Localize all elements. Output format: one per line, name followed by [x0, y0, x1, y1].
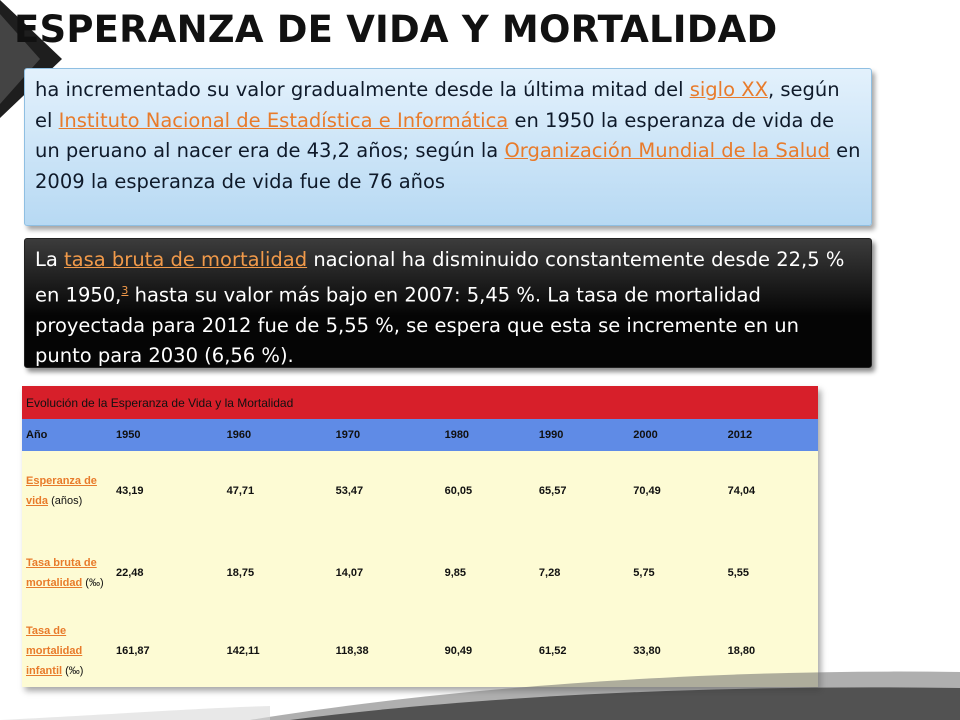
- table-row: Tasa de mortalidad infantil (‰) 161,87 1…: [22, 615, 818, 687]
- table-cell: 18,75: [222, 531, 332, 615]
- table-cell: 14,07: [331, 531, 441, 615]
- table-cell: 22,48: [112, 531, 223, 615]
- life-expectancy-paragraph: ha incrementado su valor gradualmente de…: [24, 68, 872, 226]
- table-cell: 118,38: [331, 615, 441, 687]
- header-cell: Año: [22, 419, 112, 451]
- table-cell: 47,71: [222, 451, 332, 531]
- mortality-paragraph: La tasa bruta de mortalidad nacional ha …: [24, 238, 872, 368]
- table-cell: 61,52: [534, 615, 630, 687]
- link-tasa-bruta-de-mortalidad[interactable]: Tasa bruta de mortalidad: [26, 557, 97, 589]
- table-row: Esperanza de vida (años) 43,19 47,71 53,…: [22, 451, 818, 531]
- table-cell: 5,55: [723, 531, 818, 615]
- header-cell: 1970: [331, 419, 441, 451]
- paragraph-text: en 2009 la esperanza de vida fue de 76 a…: [35, 139, 861, 193]
- table-caption: Evolución de la Esperanza de Vida y la M…: [22, 386, 818, 419]
- link-tasa-mortalidad-infantil[interactable]: Tasa de mortalidad infantil: [26, 625, 83, 677]
- row-label: Tasa bruta de mortalidad (‰): [22, 531, 112, 615]
- table-cell: 70,49: [629, 451, 724, 531]
- table-header-row: Año 1950 1960 1970 1980 1990 2000 2012: [22, 419, 818, 451]
- header-cell: 2012: [723, 419, 818, 451]
- corner-arrow-decoration: [0, 0, 62, 118]
- table-cell: 7,28: [534, 531, 630, 615]
- paragraph-text: nacional ha disminuido constantemente de…: [35, 248, 845, 306]
- page-title: ESPERANZA DE VIDA Y MORTALIDAD: [14, 8, 778, 51]
- table-cell: 161,87: [112, 615, 223, 687]
- paragraph-text: ha incrementado su valor gradualmente de…: [35, 78, 690, 101]
- row-unit: (‰): [82, 577, 104, 589]
- table-cell: 90,49: [440, 615, 535, 687]
- header-cell: 1950: [112, 419, 223, 451]
- link-siglo-xx[interactable]: siglo XX: [689, 78, 768, 101]
- link-oms[interactable]: Organización Mundial de la Salud: [504, 139, 830, 162]
- table-row: Tasa bruta de mortalidad (‰) 22,48 18,75…: [22, 531, 818, 615]
- paragraph-text: , según el: [35, 78, 840, 132]
- link-tasa-bruta-mortalidad[interactable]: tasa bruta de mortalidad: [64, 248, 308, 271]
- reference-link[interactable]: 3: [121, 283, 129, 297]
- table-cell: 60,05: [440, 451, 535, 531]
- row-label: Tasa de mortalidad infantil (‰): [22, 615, 112, 687]
- row-label: Esperanza de vida (años): [22, 451, 112, 531]
- table-cell: 142,11: [222, 615, 332, 687]
- table-cell: 53,47: [331, 451, 441, 531]
- paragraph-text: hasta su valor más bajo en 2007: 5,45 %.…: [35, 283, 799, 367]
- table-cell: 9,85: [440, 531, 535, 615]
- paragraph-text: La: [35, 248, 65, 271]
- header-cell: 2000: [629, 419, 724, 451]
- paragraph-text: en 1950 la esperanza de vida de un perua…: [35, 108, 835, 163]
- table-caption-row: Evolución de la Esperanza de Vida y la M…: [22, 386, 818, 419]
- table-cell: 74,04: [723, 451, 818, 531]
- table-cell: 65,57: [534, 451, 630, 531]
- link-inei[interactable]: Instituto Nacional de Estadística e Info…: [58, 108, 509, 132]
- bottom-swoosh-decoration: [0, 671, 960, 720]
- table-cell: 5,75: [629, 531, 724, 615]
- row-unit: (años): [48, 495, 83, 507]
- link-esperanza-de-vida[interactable]: Esperanza de vida: [26, 475, 97, 507]
- table-cell: 43,19: [112, 451, 223, 531]
- header-cell: 1990: [534, 419, 630, 451]
- header-cell: 1960: [222, 419, 332, 451]
- row-unit: (‰): [62, 665, 84, 677]
- evolution-table: Evolución de la Esperanza de Vida y la M…: [22, 386, 818, 687]
- header-cell: 1980: [440, 419, 535, 451]
- table-cell: 33,80: [629, 615, 724, 687]
